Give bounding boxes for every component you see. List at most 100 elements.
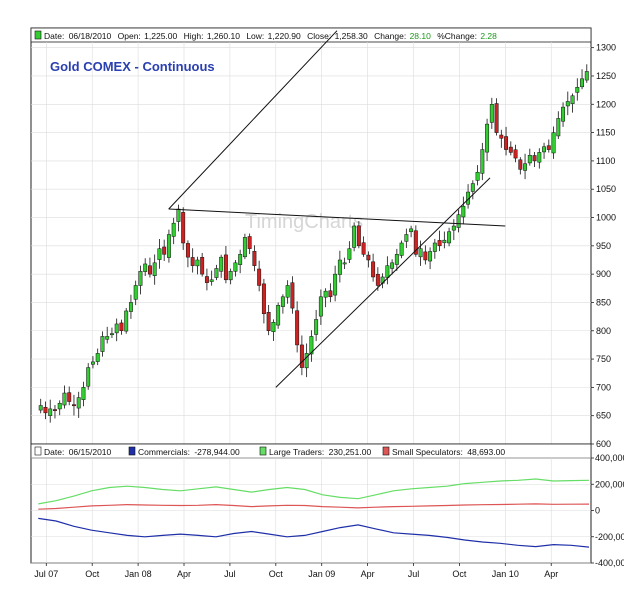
candle-down bbox=[295, 310, 300, 346]
cot-grid bbox=[31, 457, 591, 564]
svg-text:Commercials: -278,944.00: Commercials: -278,944.00 bbox=[138, 447, 240, 457]
svg-text:Date: 06/15/2010: Date: 06/15/2010 bbox=[44, 447, 112, 457]
candle-up bbox=[347, 248, 352, 260]
candle-up bbox=[271, 322, 276, 332]
candle-down bbox=[257, 268, 262, 286]
trendline bbox=[168, 30, 338, 210]
candle-down bbox=[53, 409, 57, 411]
time-tick-label: Oct bbox=[452, 569, 467, 579]
candle-up bbox=[442, 239, 447, 244]
candle-up bbox=[537, 152, 542, 163]
candle-up bbox=[470, 183, 475, 192]
legend-large-swatch bbox=[259, 446, 267, 456]
candle-down bbox=[366, 254, 371, 261]
candle-down bbox=[71, 404, 76, 407]
candle-up bbox=[48, 408, 53, 416]
candle-up bbox=[76, 397, 81, 409]
svg-text:Small Speculators: 48,69: Small Speculators: 48,693.00 bbox=[392, 447, 505, 457]
cot-legend: Date: 06/15/2010 Commercials: -278,944.0… bbox=[34, 446, 505, 457]
candle-down bbox=[290, 282, 295, 309]
candle-down bbox=[119, 322, 124, 332]
candle-up bbox=[238, 254, 243, 265]
header-change: 28.10 bbox=[410, 31, 432, 41]
candle-up bbox=[176, 208, 181, 222]
candle-up bbox=[143, 263, 148, 272]
candle-down bbox=[371, 261, 376, 278]
candle-up bbox=[318, 296, 323, 317]
candle-up bbox=[152, 262, 157, 276]
trendlines bbox=[168, 30, 506, 388]
header-close-label: Close: bbox=[307, 31, 331, 41]
candle-up bbox=[95, 353, 100, 362]
candle-down bbox=[518, 159, 523, 170]
commercials-value: -278,944.00 bbox=[194, 447, 240, 457]
candle-down bbox=[266, 312, 271, 332]
candle-up bbox=[489, 104, 494, 123]
price-tick-label: 1200 bbox=[596, 99, 616, 109]
series-line bbox=[38, 517, 590, 548]
trendline bbox=[168, 208, 506, 227]
candle-down bbox=[513, 149, 518, 159]
candle-up bbox=[428, 251, 433, 262]
candle-up bbox=[171, 222, 176, 237]
time-tick-label: Apr bbox=[361, 569, 375, 579]
cot-lines bbox=[38, 478, 590, 548]
lower-date: 06/15/2010 bbox=[69, 447, 112, 457]
candle-up bbox=[432, 242, 437, 252]
candle-down bbox=[67, 392, 72, 402]
series-line bbox=[38, 503, 590, 510]
time-tick-label: Apr bbox=[177, 569, 191, 579]
candle-up bbox=[527, 154, 532, 164]
candle-down bbox=[185, 243, 190, 258]
candle-down bbox=[247, 236, 252, 249]
candle-down bbox=[546, 145, 551, 150]
candle-up bbox=[480, 149, 485, 174]
candle-up bbox=[451, 225, 456, 231]
candle-up bbox=[390, 262, 395, 269]
price-legend: Date: 06/18/2010 Open: 1,225.00 High: 1,… bbox=[34, 30, 497, 41]
candle-up bbox=[565, 101, 570, 107]
price-candles bbox=[38, 64, 589, 423]
large-traders-value: 230,251.00 bbox=[329, 447, 372, 457]
candle-up bbox=[333, 273, 338, 296]
candle-up bbox=[195, 259, 200, 267]
candle-up bbox=[128, 302, 133, 312]
candle-up bbox=[314, 319, 319, 335]
candle-down bbox=[504, 136, 509, 150]
price-tick-label: 1050 bbox=[596, 184, 616, 194]
legend-small-swatch bbox=[382, 446, 390, 456]
chart-title: Gold COMEX - Continuous bbox=[50, 59, 215, 74]
candle-down bbox=[494, 103, 499, 133]
price-tick-label: 1100 bbox=[596, 156, 615, 166]
candle-down bbox=[252, 251, 257, 266]
candle-up bbox=[105, 336, 110, 340]
candle-down bbox=[356, 225, 361, 247]
candle-down bbox=[437, 240, 442, 247]
candle-down bbox=[181, 212, 186, 244]
candle-up bbox=[133, 285, 138, 300]
candle-up bbox=[418, 248, 423, 258]
candle-up bbox=[124, 310, 129, 332]
time-axis: Jul 07 Oct Jan 08 Apr Jul Oct Jan 09 Apr Jul Oct J… bbox=[34, 563, 558, 579]
candle-down bbox=[223, 254, 228, 281]
candle-down bbox=[508, 146, 513, 153]
candle-up bbox=[114, 323, 119, 334]
candle-down bbox=[532, 155, 537, 162]
candle-up bbox=[399, 242, 404, 256]
candle-up bbox=[157, 248, 162, 260]
candle-up bbox=[233, 262, 238, 272]
candle-up bbox=[385, 265, 390, 278]
header-low: 1,220.90 bbox=[268, 31, 301, 41]
candle-down bbox=[190, 257, 195, 266]
candle-up bbox=[285, 285, 290, 298]
candle-up bbox=[219, 256, 224, 272]
watermark: TimingCharts bbox=[245, 211, 363, 233]
candle-up bbox=[57, 402, 62, 410]
time-tick-label: Oct bbox=[269, 569, 284, 579]
header-pct: 2.28 bbox=[480, 31, 497, 41]
candle-up bbox=[409, 228, 414, 233]
series-line bbox=[38, 478, 590, 505]
price-panel bbox=[30, 27, 592, 445]
price-tick-label: 600 bbox=[596, 439, 611, 449]
